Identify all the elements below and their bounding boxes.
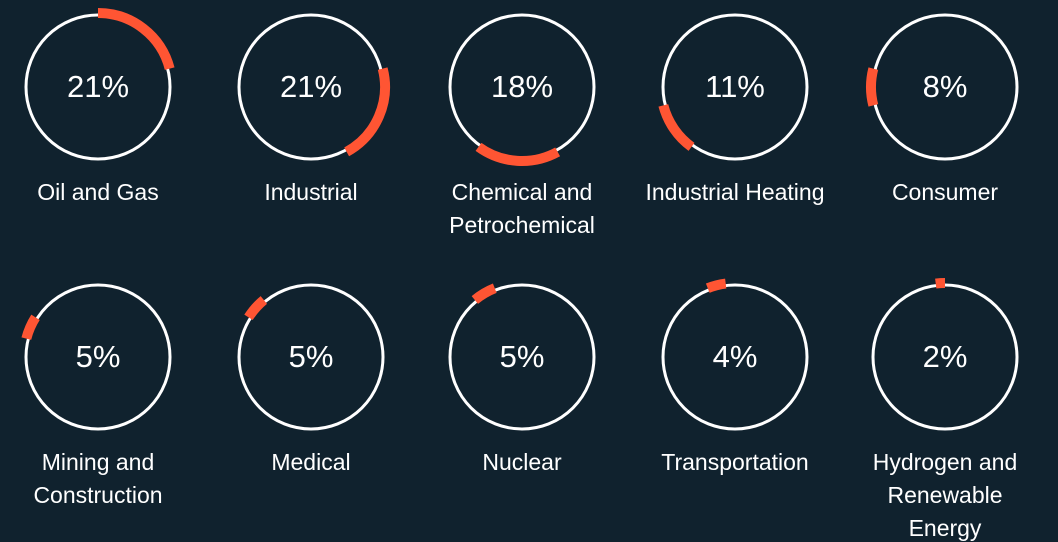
category-label: Chemical and Petrochemical (449, 179, 595, 238)
category-label: Medical (271, 449, 351, 475)
category-label: Transportation (661, 449, 809, 475)
ring (24, 283, 172, 431)
arc-segment (21, 314, 40, 341)
category-label: Mining and Construction (33, 449, 163, 508)
value-label: 5% (500, 339, 545, 374)
ring (448, 283, 596, 431)
category-label: Oil and Gas (37, 179, 159, 205)
value-label: 5% (76, 339, 121, 374)
ring (661, 283, 809, 431)
category-label: Hydrogen and Renewable Energy (872, 449, 1018, 541)
value-label: 11% (705, 69, 765, 104)
value-label: 4% (713, 339, 758, 374)
value-label: 18% (491, 69, 553, 104)
arc-segment (244, 296, 268, 321)
arc-segment (705, 278, 727, 293)
arc-segment (935, 278, 946, 289)
category-label: Industrial (264, 179, 358, 205)
value-label: 5% (289, 339, 334, 374)
arc-segment (475, 142, 561, 166)
category-label: Consumer (891, 179, 999, 205)
arc-segment (866, 67, 879, 107)
arc-segment (658, 103, 695, 151)
value-label: 21% (67, 69, 129, 104)
category-label: Nuclear (482, 449, 562, 475)
value-label: 21% (280, 69, 342, 104)
arc-segment (97, 8, 175, 70)
category-label: Industrial Heating (645, 179, 825, 205)
value-label: 8% (923, 69, 968, 104)
ring (237, 283, 385, 431)
arc-segment (344, 67, 390, 157)
value-label: 2% (923, 339, 968, 374)
arc-segment (471, 283, 497, 304)
ring (661, 13, 809, 161)
